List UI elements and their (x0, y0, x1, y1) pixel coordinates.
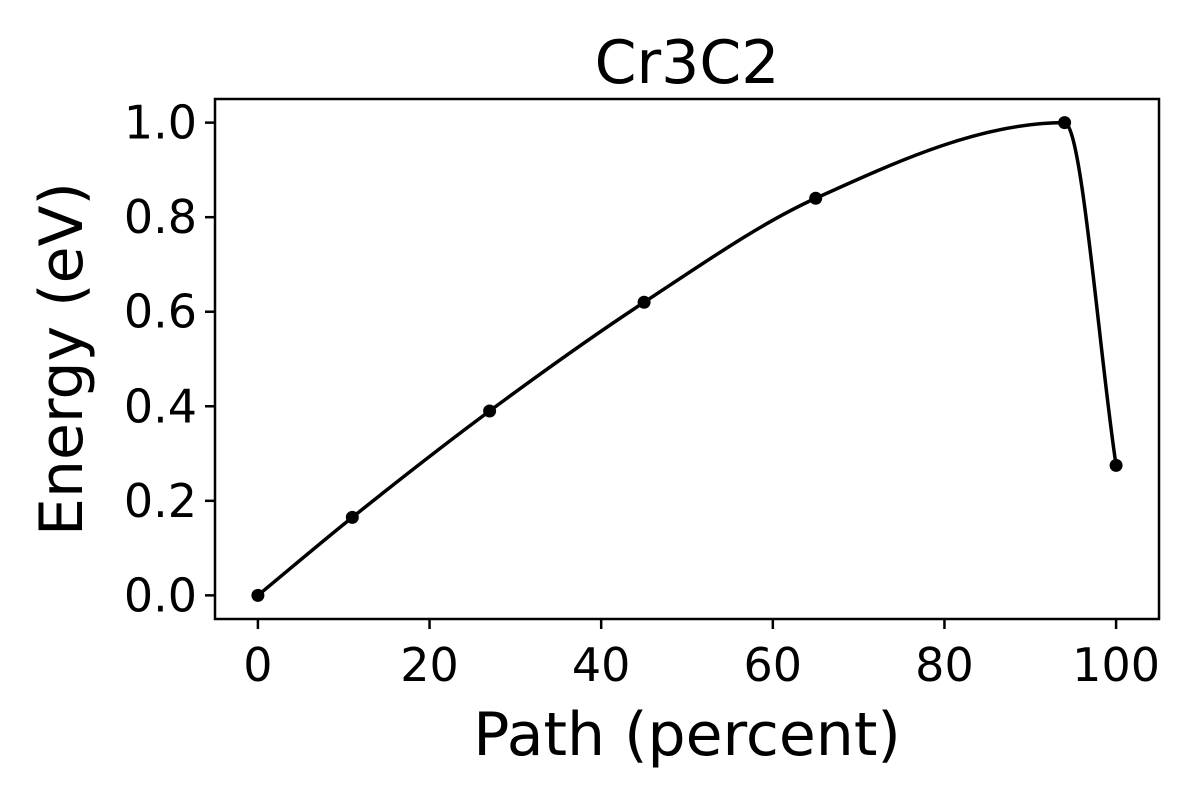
y-tick-label: 0.2 (124, 474, 197, 528)
y-axis: 0.0 0.2 0.4 0.6 0.8 1.0 (124, 96, 215, 622)
data-point (809, 191, 823, 205)
series-line (256, 120, 1118, 597)
x-tick-label: 100 (1072, 638, 1160, 692)
y-tick-label: 0.0 (124, 568, 197, 622)
data-point (637, 295, 651, 309)
y-tick-label: 0.6 (124, 285, 197, 339)
data-point (345, 510, 359, 524)
x-tick-label: 60 (744, 638, 803, 692)
y-tick-label: 0.4 (124, 379, 197, 433)
x-axis-label: Path (percent) (473, 700, 901, 770)
data-point (1058, 116, 1072, 130)
x-tick-label: 20 (400, 638, 459, 692)
y-axis-label: Energy (eV) (27, 182, 97, 536)
x-tick-label: 40 (572, 638, 631, 692)
x-tick-label: 80 (915, 638, 974, 692)
x-axis: 0 20 40 60 80 100 (243, 619, 1160, 692)
y-tick-label: 0.8 (124, 190, 197, 244)
data-point (483, 404, 497, 418)
data-point (251, 588, 265, 602)
x-tick-label: 0 (243, 638, 272, 692)
plot-frame (213, 97, 1161, 621)
chart-title: Cr3C2 (595, 28, 780, 98)
plot-area (251, 116, 1123, 602)
y-tick-label: 1.0 (124, 96, 197, 150)
data-point (1109, 458, 1123, 472)
